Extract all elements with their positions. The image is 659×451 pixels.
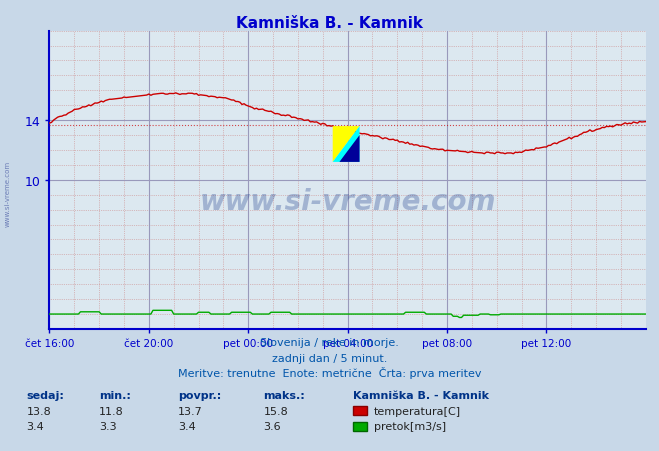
Text: www.si-vreme.com: www.si-vreme.com <box>5 161 11 227</box>
Text: 3.4: 3.4 <box>178 421 196 431</box>
Text: min.:: min.: <box>99 390 130 400</box>
Text: zadnji dan / 5 minut.: zadnji dan / 5 minut. <box>272 353 387 363</box>
Text: 13.8: 13.8 <box>26 406 51 416</box>
Text: maks.:: maks.: <box>264 390 305 400</box>
Text: Kamniška B. - Kamnik: Kamniška B. - Kamnik <box>353 390 488 400</box>
Polygon shape <box>333 127 360 162</box>
Text: povpr.:: povpr.: <box>178 390 221 400</box>
Polygon shape <box>333 127 360 162</box>
Text: Kamniška B. - Kamnik: Kamniška B. - Kamnik <box>236 16 423 31</box>
Text: 13.7: 13.7 <box>178 406 203 416</box>
Text: pretok[m3/s]: pretok[m3/s] <box>374 421 445 431</box>
Text: Slovenija / reke in morje.: Slovenija / reke in morje. <box>260 337 399 347</box>
Polygon shape <box>339 136 360 162</box>
Text: 11.8: 11.8 <box>99 406 124 416</box>
Text: 3.4: 3.4 <box>26 421 44 431</box>
Text: Meritve: trenutne  Enote: metrične  Črta: prva meritev: Meritve: trenutne Enote: metrične Črta: … <box>178 367 481 378</box>
Text: www.si-vreme.com: www.si-vreme.com <box>200 187 496 215</box>
Text: temperatura[C]: temperatura[C] <box>374 406 461 416</box>
Text: 3.3: 3.3 <box>99 421 117 431</box>
Text: sedaj:: sedaj: <box>26 390 64 400</box>
Text: 3.6: 3.6 <box>264 421 281 431</box>
Text: 15.8: 15.8 <box>264 406 289 416</box>
